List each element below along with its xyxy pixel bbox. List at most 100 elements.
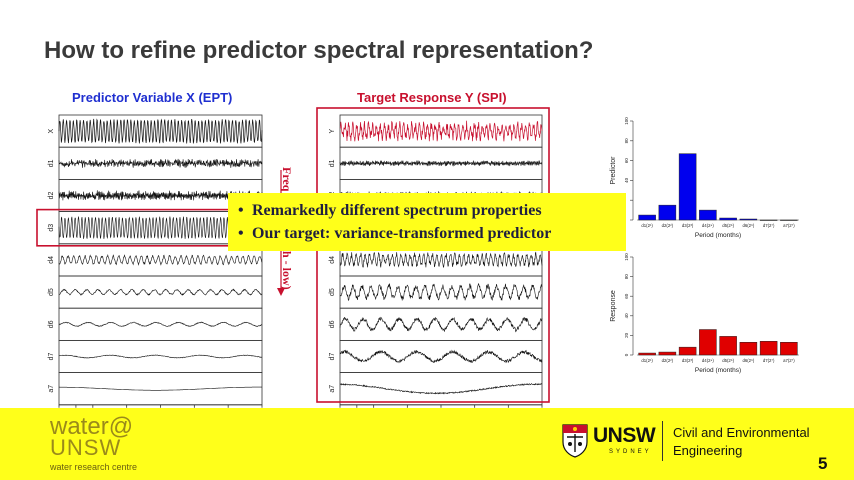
x-row-label-d4: d4 [48,256,55,264]
faculty-line-2: Engineering [673,443,743,458]
page-number: 5 [818,454,828,473]
x-series-X [58,118,263,145]
response-bars-category-label-6: d7(2⁷) [763,358,775,363]
x-series-a7 [59,386,262,391]
frequency-arrow-head [277,288,285,296]
x-row-frame-d6 [58,307,263,341]
response-bars-category-label-4: d5(2⁵) [722,358,734,363]
target-panel-title: Target Response Y (SPI) [357,90,507,105]
slide-title: How to refine predictor spectral represe… [44,37,594,64]
x-row-frame-d7 [58,339,263,373]
response-bars-y-tick-label-100: 100 [624,253,629,261]
y-row-frame-Y [339,114,543,148]
response-bars-category-label-7: a7(2⁷) [783,358,795,363]
faculty-name: Civil and Environmental Engineering [673,424,810,460]
predictor-bars-bar-5 [739,218,758,221]
response-bars-bar-1 [658,351,677,356]
bullet-glyph: • [238,202,244,219]
x-series-d1 [58,158,263,168]
x-row-label-d1: d1 [48,159,55,167]
predictor-bars-bar-6 [759,219,778,221]
response-bars-y-tick-label-60: 60 [624,293,629,299]
predictor-bars-category-label-2: d3(2³) [682,223,694,228]
predictor-bars-category-label-5: d6(2⁶) [742,223,754,228]
y-series-d7 [339,349,543,364]
predictor-bars-y-tick-label-80: 80 [624,138,629,144]
x-row-label-d3: d3 [48,224,55,232]
y-series-d5 [339,282,543,302]
callout-bullet-2: • Our target: variance-transformed predic… [238,222,626,245]
callout-bullet-1: • Remarkedly different spectrum propertie… [238,199,626,222]
predictor-bars-y-tick-label-40: 40 [624,177,629,183]
target-panel-frame [316,107,550,403]
unsw-wordmark: UNSW [593,424,656,447]
x-series-d6 [58,321,263,328]
predictor-bars-category-label-4: d5(2⁵) [722,223,734,228]
predictor-bars-bar-1 [658,204,677,221]
x-series-d5 [58,288,263,296]
response-bars-bar-2 [678,346,697,356]
y-row-label-d7: d7 [329,353,336,361]
callout-box: • Remarkedly different spectrum propertie… [228,193,626,251]
response-bars-bar-4 [719,336,737,356]
y-row-label-d6: d6 [329,320,336,328]
predictor-panel-title: Predictor Variable X (EPT) [72,90,233,105]
x-row-label-X: X [48,128,55,133]
response-bars-y-tick-label-0: 0 [624,353,629,356]
predictor-bars-bar-7 [780,219,798,221]
y-series-Y [339,120,543,142]
predictor-bars-category-label-0: d1(2¹) [641,223,653,228]
frequency-label-head: Freq [280,167,294,192]
bullet-glyph: • [238,225,244,242]
callout-text-2: Our target: variance-transformed predict… [252,225,552,242]
water-logo-unsw: UNSW [50,435,122,460]
response-bars-category-label-3: d4(2⁴) [702,358,714,363]
predictor-bars-bar-2 [678,153,697,221]
response-bars-category-label-0: d1(2¹) [641,358,653,363]
predictor-bars-category-label-3: d4(2⁴) [702,223,714,228]
y-row-label-a7: a7 [329,385,336,393]
water-logo-word: water@ [50,413,134,440]
y-row-frame-d7 [339,339,543,373]
response-bars-y-tick-label-40: 40 [624,313,629,319]
response-bars-bar-7 [780,342,798,356]
faculty-line-1: Civil and Environmental [673,425,810,440]
response-bars-bar-6 [759,341,778,356]
unsw-crest-icon [562,424,588,458]
response-bars-bar-0 [638,352,656,356]
y-series-d1 [339,160,542,167]
y-row-label-Y: Y [329,128,336,133]
x-row-label-d7: d7 [48,353,55,361]
frequency-label-tail: h - low) [280,251,294,290]
x-row-frame-a7 [58,372,263,406]
x-row-label-d5: d5 [48,288,55,296]
x-row-label-d6: d6 [48,320,55,328]
callout-text-1: Remarkedly different spectrum properties [252,202,542,219]
x-row-label-d2: d2 [48,192,55,200]
predictor-bars-y-tick-label-100: 100 [624,117,629,125]
water-unsw-logo: water@ UNSW water research centre [50,413,160,473]
footer-bar [0,408,854,480]
response-bars-category-label-5: d6(2⁶) [742,358,754,363]
predictor-bars-y-tick-label-60: 60 [624,158,629,164]
response-bars-y-tick-label-80: 80 [624,274,629,280]
predictor-bars-y-label: Predictor [610,156,617,185]
y-row-label-d5: d5 [329,288,336,296]
predictor-bars-category-label-7: a7(2⁷) [783,223,795,228]
predictor-bars-bar-0 [638,214,656,221]
predictor-bars-x-label: Period (months) [695,232,741,239]
response-bars-y-tick-label-20: 20 [624,332,629,338]
predictor-bars-category-label-1: d2(2²) [662,223,674,228]
response-bars-category-label-2: d3(2³) [682,358,694,363]
response-bars-bar-5 [739,342,758,356]
response-bars-bar-3 [699,329,717,356]
x-series-d4 [58,254,263,266]
predictor-bars-bar-3 [699,209,717,221]
response-bars-category-label-1: d2(2²) [662,358,674,363]
y-row-label-d4: d4 [329,256,336,264]
y-series-a7 [339,382,543,395]
x-series-d7 [58,354,263,359]
water-logo-subtitle: water research centre [50,462,138,472]
y-row-label-d1: d1 [329,159,336,167]
predictor-bars-category-label-6: d7(2⁷) [763,223,775,228]
